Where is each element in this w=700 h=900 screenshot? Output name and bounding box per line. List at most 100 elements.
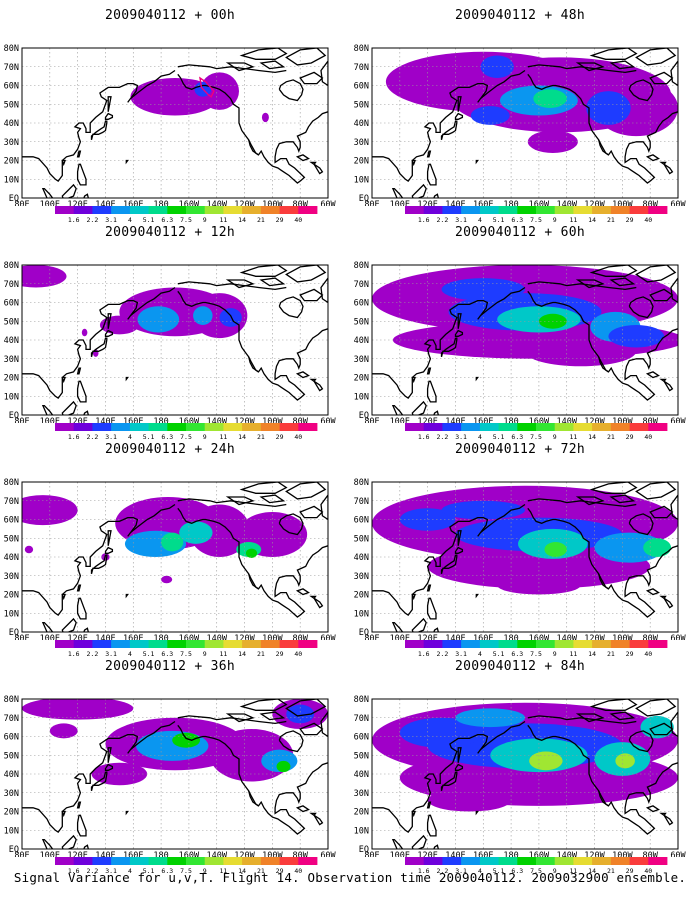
island-outline bbox=[475, 159, 479, 165]
island-outline bbox=[411, 593, 417, 601]
legend-label: 6.3 bbox=[161, 650, 173, 658]
coastline bbox=[274, 545, 328, 616]
legend-swatch bbox=[479, 640, 499, 648]
legend-swatch bbox=[442, 640, 462, 648]
coastlines bbox=[372, 48, 678, 198]
longitude-label: 100W bbox=[612, 200, 633, 206]
island-outline bbox=[295, 371, 310, 379]
map-frame bbox=[371, 698, 679, 850]
longitude-label: 160E bbox=[123, 634, 143, 640]
arctic-island-outline bbox=[225, 62, 255, 72]
legend-label: 14 bbox=[588, 867, 596, 875]
legend-swatch bbox=[204, 640, 224, 648]
arctic-island-outline bbox=[239, 482, 288, 494]
longitude-label: 140E bbox=[445, 851, 465, 857]
legend-swatch bbox=[517, 857, 537, 865]
island-outline bbox=[454, 329, 464, 337]
longitude-label: 100E bbox=[40, 634, 60, 640]
arctic-island-outline bbox=[320, 60, 328, 87]
arctic-island-outline bbox=[635, 482, 677, 500]
legend-label: 2.2 bbox=[87, 867, 99, 875]
latitude-label: 10N bbox=[354, 175, 369, 185]
grid bbox=[22, 699, 328, 849]
longitude-label: 160W bbox=[179, 851, 200, 857]
latitude-label: EQ bbox=[9, 411, 19, 421]
legend-swatch bbox=[442, 423, 462, 431]
variance-field bbox=[22, 699, 328, 786]
legend-label: 4 bbox=[128, 216, 132, 224]
longitude-label: 80E bbox=[14, 634, 29, 640]
legend-label: 40 bbox=[294, 867, 302, 875]
coastline bbox=[22, 69, 176, 182]
longitude-label: 80W bbox=[293, 417, 309, 423]
longitude-label: 160W bbox=[529, 851, 550, 857]
latitude-label: 10N bbox=[4, 175, 19, 185]
legend-swatch bbox=[92, 206, 112, 214]
island-outline bbox=[107, 747, 112, 763]
latitude-label: 20N bbox=[354, 808, 369, 818]
variance-contour bbox=[615, 753, 635, 769]
legend-swatch bbox=[111, 206, 131, 214]
latitude-label: 50N bbox=[4, 534, 19, 544]
legend-swatch bbox=[298, 857, 318, 865]
legend-label: 7.5 bbox=[180, 433, 192, 441]
legend-label: 40 bbox=[294, 650, 302, 658]
coastlines bbox=[22, 265, 328, 415]
island-outline bbox=[125, 376, 129, 382]
legend-swatch bbox=[186, 206, 206, 214]
coastline bbox=[527, 507, 651, 618]
island-outline bbox=[61, 593, 67, 601]
coastline bbox=[177, 498, 287, 508]
arctic-island-outline bbox=[635, 699, 677, 717]
variance-field bbox=[22, 265, 248, 357]
legend-label: 14 bbox=[588, 433, 596, 441]
island-outline bbox=[426, 801, 432, 809]
arctic-island-outline bbox=[299, 505, 324, 519]
coastlines bbox=[22, 699, 328, 849]
coastline bbox=[274, 328, 328, 399]
arctic-island-outline bbox=[285, 265, 327, 283]
panel-12h: 2009040112 + 12h 80N 70N 60N 50N 40N 30N 20N 10… bbox=[0, 225, 340, 441]
latitude-label: 40N bbox=[354, 336, 369, 346]
latitude-label: 10N bbox=[4, 392, 19, 402]
variance-contour bbox=[470, 106, 510, 125]
coastline bbox=[527, 724, 651, 835]
longitude-label: 180 bbox=[503, 417, 518, 423]
latitude-label: 30N bbox=[354, 355, 369, 365]
legend-label: 1.6 bbox=[418, 433, 430, 441]
latitude-label: 80N bbox=[354, 695, 369, 705]
legend-label: 6.3 bbox=[511, 216, 523, 224]
longitude-label: 80E bbox=[14, 417, 29, 423]
coastline bbox=[527, 290, 651, 401]
island-outline bbox=[76, 814, 87, 837]
island-outline bbox=[659, 812, 667, 817]
arctic-island-outline bbox=[649, 722, 674, 736]
latitude-label: 40N bbox=[354, 119, 369, 129]
coastline bbox=[624, 111, 678, 182]
latitude-label: 80N bbox=[4, 695, 19, 705]
variance-contour bbox=[24, 545, 34, 554]
island-outline bbox=[76, 597, 87, 620]
island-outline bbox=[645, 805, 660, 813]
arctic-island-outline bbox=[285, 699, 327, 717]
legend-swatch bbox=[298, 640, 318, 648]
legend-swatch bbox=[148, 857, 168, 865]
legend-label: 1.6 bbox=[418, 650, 430, 658]
color-legend: 1.6 2.2 3.1 4 5.1 6.3 7.5 9 11 14 21 29 40 bbox=[55, 640, 318, 658]
latitude-label: 70N bbox=[354, 497, 369, 507]
color-legend: 1.6 2.2 3.1 4 5.1 6.3 7.5 9 11 14 21 29 40 bbox=[405, 206, 668, 224]
legend-swatch bbox=[629, 640, 649, 648]
island-outline bbox=[391, 621, 404, 632]
legend-swatch bbox=[129, 423, 149, 431]
latitude-label: 30N bbox=[354, 572, 369, 582]
legend-label: 29 bbox=[276, 867, 284, 875]
coastline bbox=[177, 507, 301, 618]
legend-label: 2.2 bbox=[437, 433, 449, 441]
legend-swatch bbox=[423, 857, 443, 865]
island-outline bbox=[645, 588, 660, 596]
legend-label: 2.2 bbox=[437, 216, 449, 224]
coastline bbox=[248, 356, 259, 373]
arctic-island-outline bbox=[575, 279, 605, 289]
